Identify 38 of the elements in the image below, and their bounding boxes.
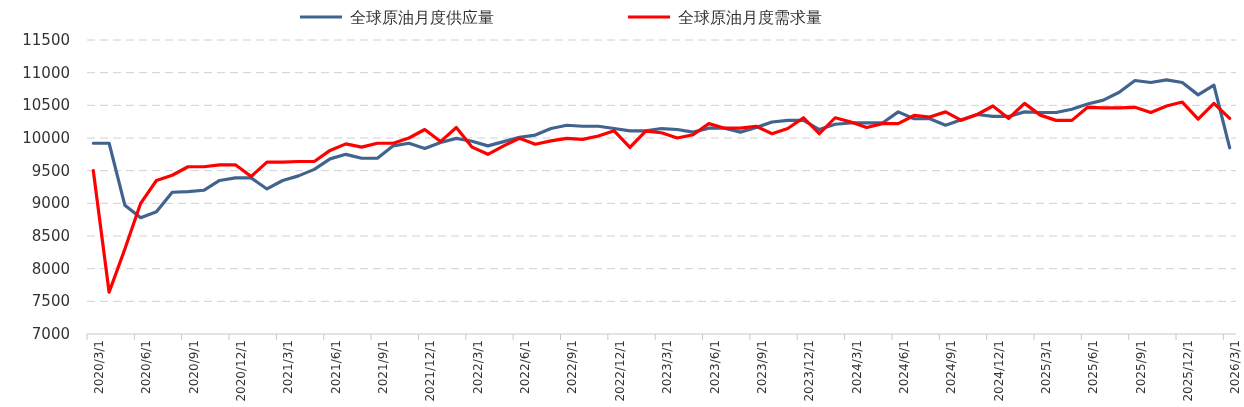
x-tick-label: 2024/9/1 [944, 340, 959, 394]
y-tick-label: 9000 [31, 194, 70, 213]
y-tick-label: 8500 [31, 227, 70, 245]
x-tick-label: 2021/9/1 [376, 340, 391, 394]
x-tick-label: 2021/3/1 [281, 340, 296, 394]
y-tick-label: 9500 [31, 161, 70, 180]
y-tick-label: 11500 [22, 31, 70, 49]
x-tick-label: 2025/12/1 [1181, 340, 1196, 402]
x-tick-label: 2021/6/1 [328, 340, 343, 394]
x-tick-label: 2022/6/1 [518, 340, 533, 394]
x-tick-label: 2021/12/1 [423, 340, 438, 402]
x-tick-label: 2020/9/1 [186, 340, 201, 394]
x-tick-label: 2022/12/1 [612, 340, 627, 402]
x-tick-label: 2024/3/1 [849, 340, 864, 394]
x-tick-label: 2023/6/1 [707, 340, 722, 394]
line-series [91, 100, 1232, 294]
y-tick-label: 7500 [31, 292, 70, 311]
x-tick-label: 2020/6/1 [139, 340, 154, 394]
x-tick-label: 2026/3/1 [1228, 340, 1243, 394]
y-tick-label: 8000 [31, 259, 70, 278]
x-tick-label: 2023/3/1 [660, 340, 675, 394]
x-tick-label: 2022/3/1 [470, 340, 485, 394]
x-tick-label: 2020/12/1 [234, 340, 249, 402]
legend-label: 全球原油月度需求量 [678, 8, 822, 27]
x-tick-label: 2023/12/1 [802, 340, 817, 402]
x-tick-label: 2024/6/1 [896, 340, 911, 394]
x-tick-label: 2023/9/1 [754, 340, 769, 394]
x-tick-label: 2020/3/1 [92, 340, 106, 394]
y-tick-label: 10000 [22, 129, 70, 147]
y-tick-label: 11000 [22, 63, 70, 82]
y-tick-label: 10500 [22, 96, 70, 115]
y-tick-label: 7000 [31, 325, 70, 343]
x-tick-label: 2024/12/1 [991, 340, 1006, 402]
legend-label: 全球原油月度供应量 [350, 8, 494, 27]
x-tick-label: 2022/9/1 [565, 340, 580, 394]
x-tick-label: 2025/6/1 [1086, 340, 1101, 394]
x-tick-label: 2025/3/1 [1038, 340, 1053, 394]
x-tick-label: 2025/9/1 [1133, 340, 1148, 394]
